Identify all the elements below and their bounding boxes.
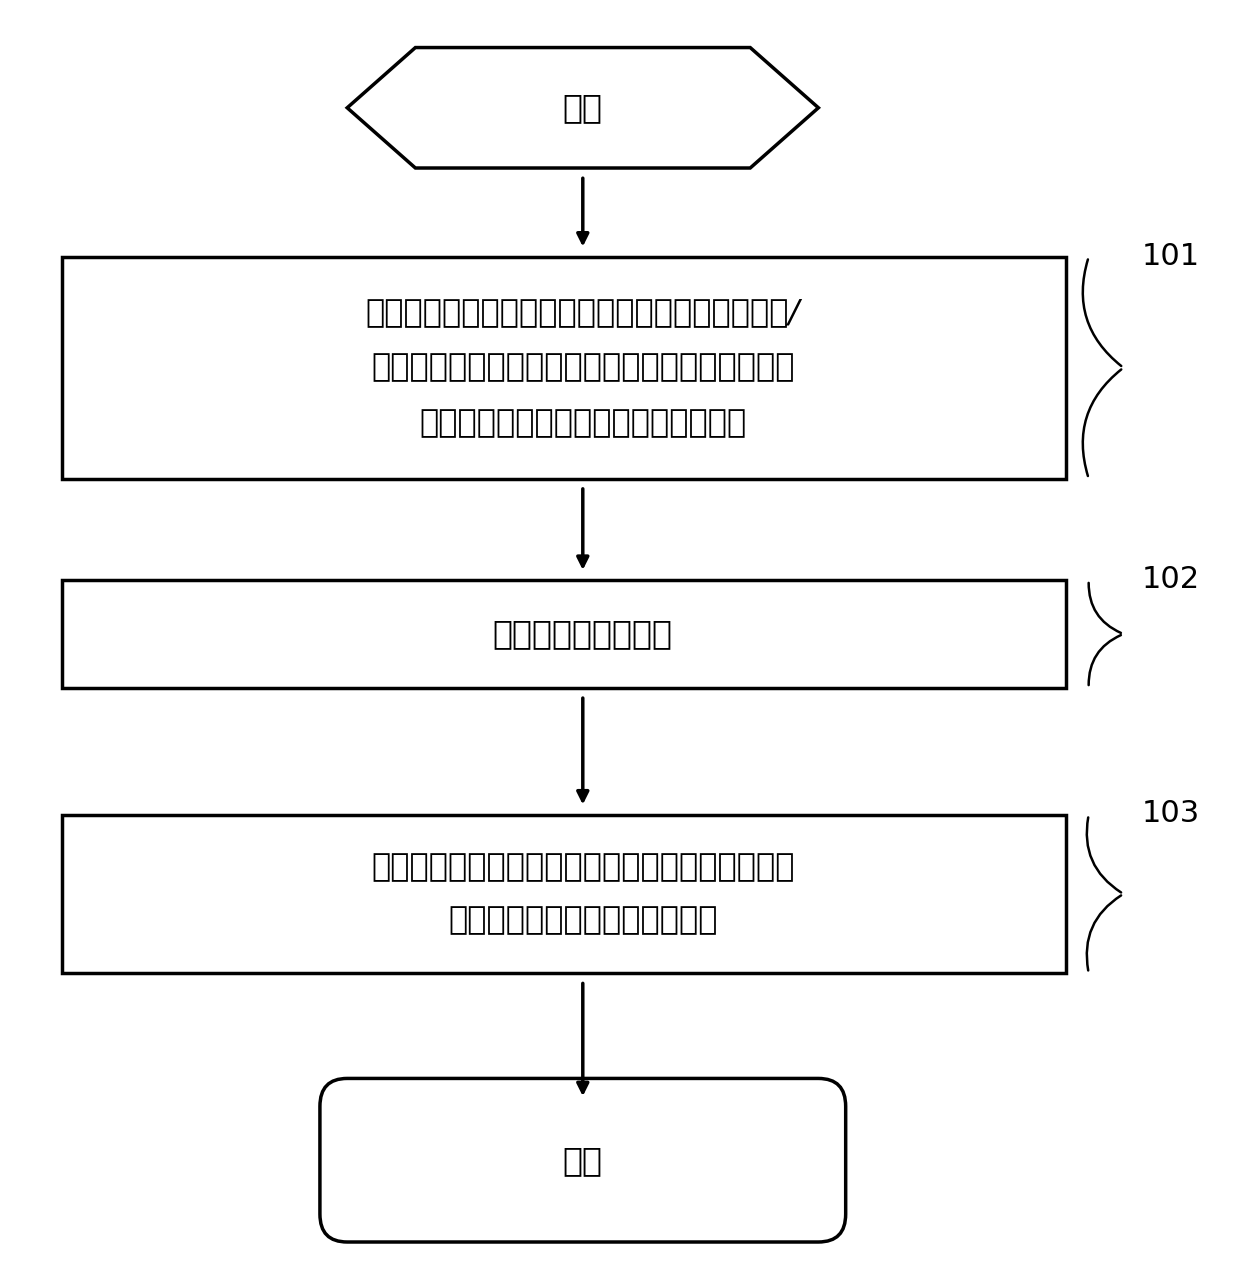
Text: 述下一条路由链路转发所述报文: 述下一条路由链路转发所述报文 [448,905,718,936]
Text: 开始: 开始 [563,91,603,124]
Bar [62,257,1066,479]
Polygon shape [347,47,818,169]
Text: 少一个路由节点或者至少一条路由链路: 少一个路由节点或者至少一条路由链路 [419,408,746,439]
Text: 链路，其中，所述分段路由路径包括有序排列的至: 链路，其中，所述分段路由路径包括有序排列的至 [371,353,795,383]
Text: 103: 103 [1142,800,1200,828]
Text: 从预先获取的分段路由路径中确定下一个路由节点/: 从预先获取的分段路由路径中确定下一个路由节点/ [366,297,800,327]
Text: 101: 101 [1142,242,1200,270]
Text: 将所述报文转发至所述下一个路由节点或者根据所: 将所述报文转发至所述下一个路由节点或者根据所 [371,852,795,883]
Text: 102: 102 [1142,566,1200,593]
Bar [62,581,1066,687]
Text: 更新报文中的偏移量: 更新报文中的偏移量 [492,618,673,650]
Bar [62,815,1066,974]
Text: 结束: 结束 [563,1144,603,1177]
FancyBboxPatch shape [320,1078,846,1243]
